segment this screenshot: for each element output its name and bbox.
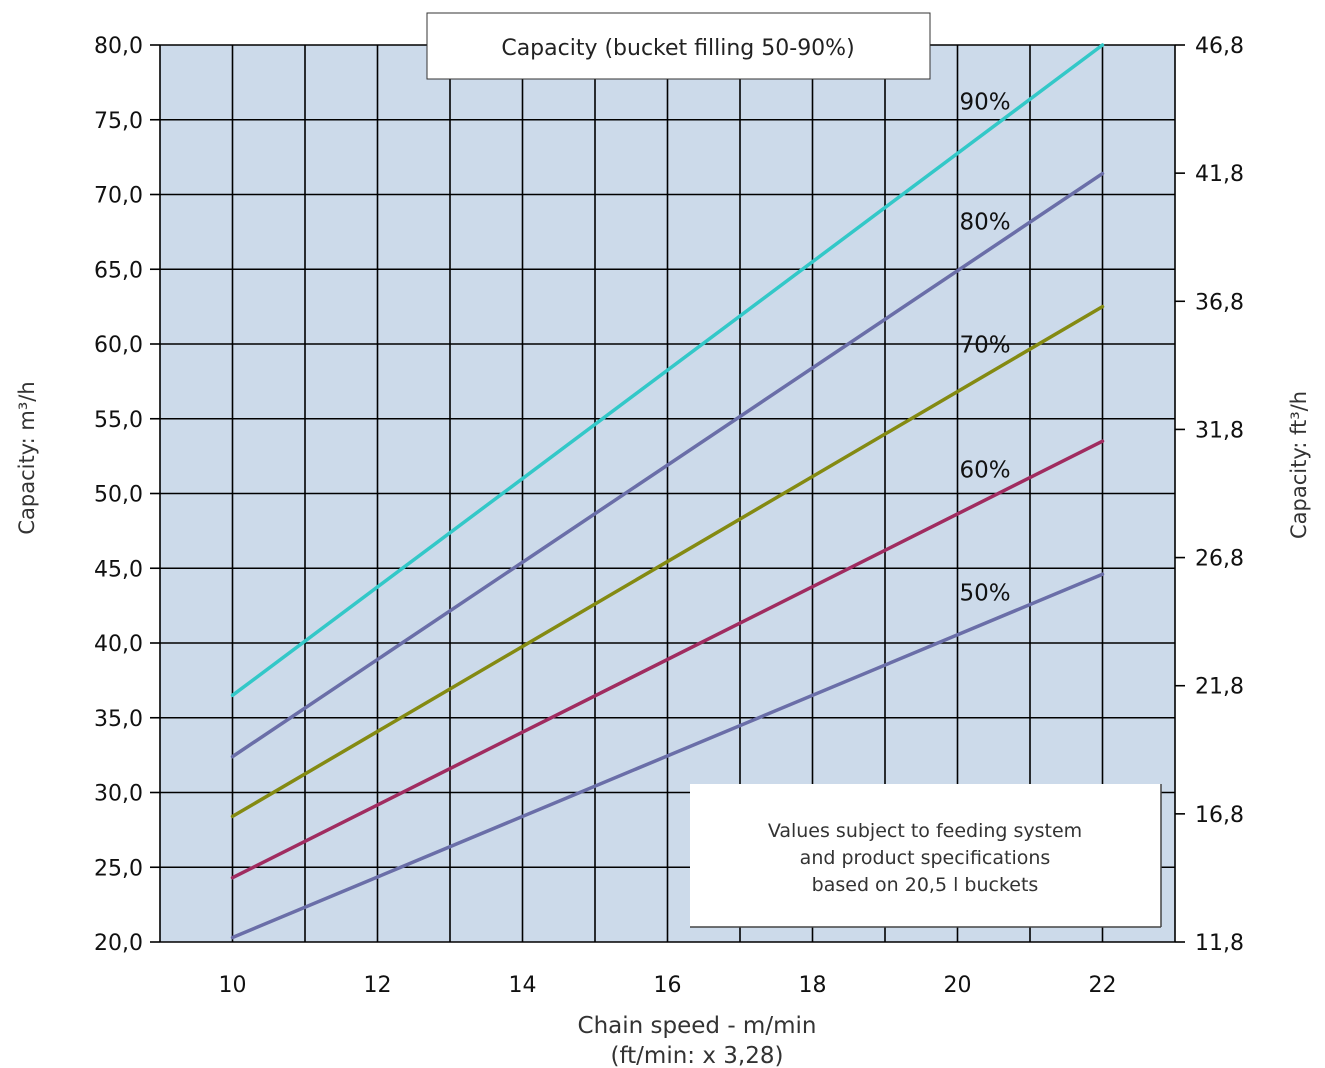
y-tick-label: 55,0	[94, 408, 143, 433]
x-axis-title: Chain speed - m/min	[578, 1013, 817, 1039]
y2-tick-label: 26,8	[1195, 547, 1244, 572]
series-label: 70%	[960, 333, 1011, 359]
y-tick-label: 80,0	[94, 34, 143, 59]
x-tick-label: 22	[1089, 973, 1117, 998]
y-tick-label: 60,0	[94, 333, 143, 358]
note-line-3: based on 20,5 l buckets	[812, 874, 1039, 896]
y2-tick-label: 21,8	[1195, 675, 1244, 700]
chart-title-box: Capacity (bucket filling 50-90%)	[426, 12, 931, 80]
y2-tick-label: 11,8	[1195, 931, 1244, 956]
y2-tick-label: 36,8	[1195, 290, 1244, 315]
series-lines	[230, 43, 1105, 940]
series-label: 80%	[960, 209, 1011, 235]
y-tick-label: 20,0	[94, 931, 143, 956]
series-line	[230, 171, 1105, 759]
series-label: 90%	[960, 90, 1011, 116]
series-labels: 90% 80% 70% 60% 50%	[960, 90, 1011, 607]
y2-axis-title: Capacity: ft³/h	[1287, 391, 1311, 539]
y-tick-label: 75,0	[94, 109, 143, 134]
x-tick-label: 12	[364, 973, 392, 998]
series-line	[230, 572, 1105, 940]
x-tick-label: 14	[509, 973, 537, 998]
y-tick-label: 65,0	[94, 258, 143, 283]
y-axis-title: Capacity: m³/h	[15, 381, 39, 534]
y-tick-label: 50,0	[94, 483, 143, 508]
series-label: 50%	[960, 581, 1011, 607]
y-tick-label: 25,0	[94, 856, 143, 881]
y2-tick-label: 41,8	[1195, 162, 1244, 187]
y-tick-label: 40,0	[94, 632, 143, 657]
left-axis-ticks: 20,0 25,0 30,0 35,0 40,0 45,0 50,0 55,0 60,0 65,0…	[94, 34, 160, 956]
y2-tick-label: 16,8	[1195, 803, 1244, 828]
series-line	[230, 43, 1105, 698]
x-tick-label: 20	[944, 973, 972, 998]
x-tick-label: 10	[219, 973, 247, 998]
y2-tick-label: 46,8	[1195, 34, 1244, 59]
series-line	[230, 304, 1105, 819]
x-axis-ticks: 10 12 14 16 18 20 22	[219, 973, 1117, 998]
x-tick-label: 18	[799, 973, 827, 998]
series-label: 60%	[960, 457, 1011, 483]
note-box: Values subject to feeding system and pro…	[690, 784, 1162, 928]
note-line-2: and product specifications	[800, 847, 1051, 869]
y2-tick-label: 31,8	[1195, 418, 1244, 443]
y-tick-label: 45,0	[94, 557, 143, 582]
y-tick-label: 30,0	[94, 782, 143, 807]
y-tick-label: 35,0	[94, 707, 143, 732]
y-tick-label: 70,0	[94, 184, 143, 209]
chart-title: Capacity (bucket filling 50-90%)	[501, 36, 854, 61]
right-axis-ticks: 11,8 16,8 21,8 26,8 31,8 36,8 41,8 46,8	[1175, 34, 1244, 956]
x-tick-label: 16	[654, 973, 682, 998]
series-line	[230, 439, 1105, 880]
x-axis-subtitle: (ft/min: x 3,28)	[611, 1043, 784, 1068]
note-line-1: Values subject to feeding system	[768, 820, 1082, 842]
